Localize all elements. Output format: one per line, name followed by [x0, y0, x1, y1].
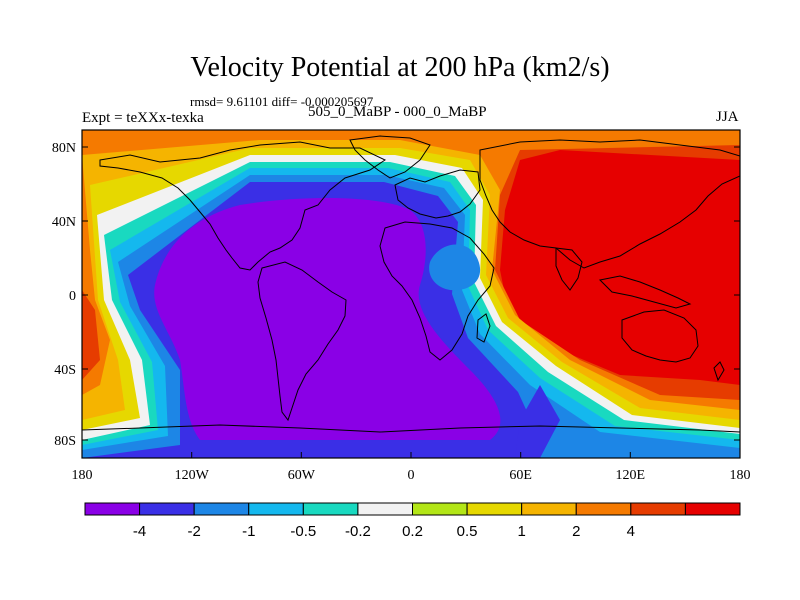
- continent-antarctica: [82, 424, 740, 433]
- colorbar-swatch: [193, 502, 250, 516]
- lon-tick-label: 60W: [288, 468, 316, 483]
- contour-band-negative: [429, 244, 481, 291]
- lon-tick-label: 0: [408, 468, 415, 483]
- colorbar-swatch: [248, 502, 304, 516]
- continent-south-america: [257, 261, 347, 422]
- continent-europe: [394, 169, 481, 219]
- contour-band-minimum: [154, 198, 501, 440]
- colorbar-label: 1: [517, 523, 525, 540]
- continent-australia: [621, 309, 699, 363]
- contour-band-negative: [515, 385, 560, 458]
- continent-north-america: [99, 141, 387, 271]
- lon-tick-label: 120E: [616, 468, 646, 483]
- colorbar-label: -1: [242, 523, 255, 540]
- colorbar-label: 4: [627, 523, 635, 540]
- colorbar-swatch: [302, 502, 359, 516]
- lon-tick-label: 180: [730, 468, 751, 483]
- colorbar-swatch: [466, 502, 523, 516]
- colorbar-swatch: [521, 502, 577, 516]
- colorbar-swatch: [575, 502, 632, 516]
- continent-africa: [379, 221, 495, 361]
- longitude-axis: 180 120W 60W 0 60E 120E 180: [72, 452, 751, 483]
- lat-tick-label: 40S: [54, 363, 76, 378]
- continent-madagascar: [476, 313, 491, 343]
- lat-tick-label: 80N: [52, 141, 76, 156]
- lon-tick-label: 60E: [509, 468, 532, 483]
- season-label: JJA: [716, 109, 739, 125]
- continent-asia: [479, 139, 740, 269]
- continent-new-zealand: [713, 361, 725, 382]
- latitude-axis: 80N 40N 0 40S 80S: [52, 141, 740, 449]
- colorbar-label: 0.2: [402, 523, 423, 540]
- colorbar-label: 2: [572, 523, 580, 540]
- colorbar-label: -0.2: [345, 523, 371, 540]
- lon-tick-label: 120W: [175, 468, 210, 483]
- continent-maritime-se-asia: [598, 275, 692, 309]
- lon-tick-label: 180: [72, 468, 93, 483]
- colorbar-label: -2: [187, 523, 200, 540]
- lat-tick-label: 40N: [52, 215, 76, 230]
- colorbar-swatch: [630, 502, 686, 516]
- colorbar-swatch: [139, 502, 195, 516]
- colorbar-swatch: [412, 502, 468, 516]
- colorbar-label: 0.5: [457, 523, 478, 540]
- colorbar-swatch: [357, 502, 413, 516]
- contour-fill: [82, 130, 740, 458]
- continent-outlines: [82, 135, 740, 433]
- continent-greenland: [349, 135, 431, 179]
- colorbar-label: -0.5: [290, 523, 316, 540]
- colorbar: -4 -2 -1 -0.5 -0.2 0.2 0.5 1 2 4: [84, 502, 741, 540]
- case-comparison-label: 505_0_MaBP - 000_0_MaBP: [308, 104, 487, 120]
- plot-title: Velocity Potential at 200 hPa (km2/s): [190, 52, 610, 83]
- lat-tick-label: 80S: [54, 434, 76, 449]
- lat-tick-label: 0: [69, 289, 76, 304]
- continent-india: [555, 247, 583, 291]
- stats-label: rmsd= 9.61101 diff= -0.000205697: [190, 94, 374, 109]
- colorbar-label: -4: [133, 523, 146, 540]
- experiment-label: Expt = teXXx-texka: [82, 110, 204, 126]
- colorbar-swatch: [84, 502, 141, 516]
- colorbar-swatch: [684, 502, 741, 516]
